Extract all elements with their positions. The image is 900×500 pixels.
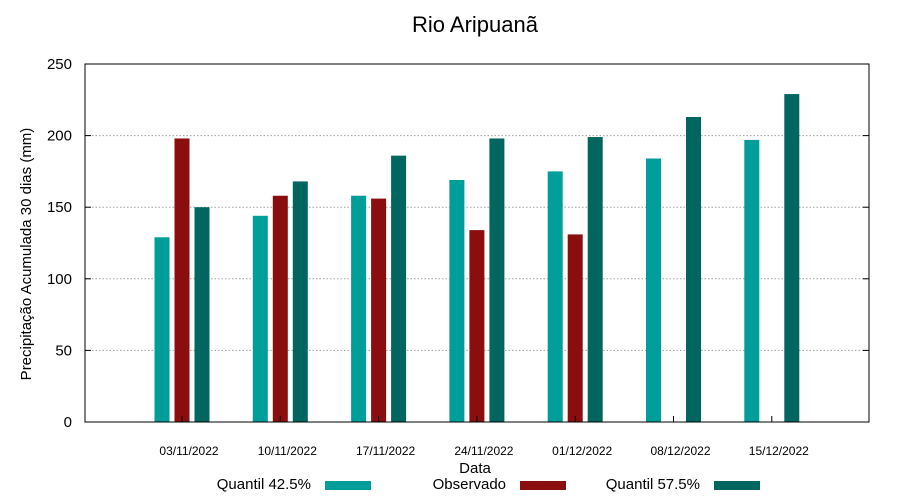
bar-quantil-57-5--4: [587, 137, 603, 423]
bar-quantil-57-5--6: [784, 94, 800, 423]
x-tick-label: 24/11/2022: [454, 444, 513, 458]
y-tick-label: 150: [47, 199, 72, 216]
x-tick-label: 01/12/2022: [552, 444, 612, 458]
bar-observado-0: [174, 138, 190, 423]
bar-observado-1: [272, 195, 288, 422]
bar-observado-3: [469, 230, 485, 422]
x-tick-label: 03/11/2022: [159, 444, 218, 458]
bar-observado-2: [371, 198, 387, 422]
y-tick-label: 200: [47, 128, 72, 145]
bar-quantil-42-5--5: [646, 158, 661, 422]
bar-quantil-57-5--5: [686, 116, 701, 422]
bar-quantil-57-5--0: [194, 207, 210, 422]
y-tick-label: 50: [55, 342, 72, 359]
legend-label: Quantil 42.5%: [217, 476, 311, 493]
x-axis-ticks: 03/11/2022 10/11/2022 17/11/2022 24/11/2022…: [159, 416, 809, 458]
chart-title: Rio Aripuanã: [412, 12, 539, 37]
legend-swatch: [714, 481, 760, 490]
bar-observado-4: [567, 234, 583, 422]
bar-quantil-42-5--6: [744, 139, 760, 422]
x-tick-label: 08/12/2022: [650, 444, 710, 458]
bars: [154, 94, 800, 423]
legend: Quantil 42.5% Observado Quantil 57.5%: [217, 476, 760, 493]
bar-quantil-42-5--1: [252, 215, 268, 422]
bar-quantil-42-5--3: [449, 179, 465, 422]
bar-quantil-42-5--0: [154, 237, 170, 422]
legend-swatch: [325, 481, 371, 490]
y-tick-label: 250: [47, 56, 72, 73]
bar-quantil-42-5--2: [351, 195, 367, 422]
x-tick-label: 17/11/2022: [356, 444, 415, 458]
y-tick-label: 0: [64, 414, 72, 431]
legend-label: Observado: [433, 476, 506, 493]
y-axis-ticks: 0 50 100 150 200 250: [47, 56, 869, 431]
bar-quantil-42-5--4: [547, 171, 563, 422]
bar-quantil-57-5--3: [489, 138, 505, 423]
bar-quantil-57-5--1: [292, 181, 308, 422]
legend-swatch: [520, 481, 566, 490]
x-tick-label: 15/12/2022: [749, 444, 809, 458]
y-axis-label: Precipitação Acumulada 30 dias (mm): [18, 128, 35, 381]
x-axis-label: Data: [459, 460, 491, 477]
bar-quantil-57-5--2: [391, 155, 407, 422]
y-tick-label: 100: [47, 271, 72, 288]
x-tick-label: 10/11/2022: [258, 444, 317, 458]
legend-label: Quantil 57.5%: [606, 476, 700, 493]
